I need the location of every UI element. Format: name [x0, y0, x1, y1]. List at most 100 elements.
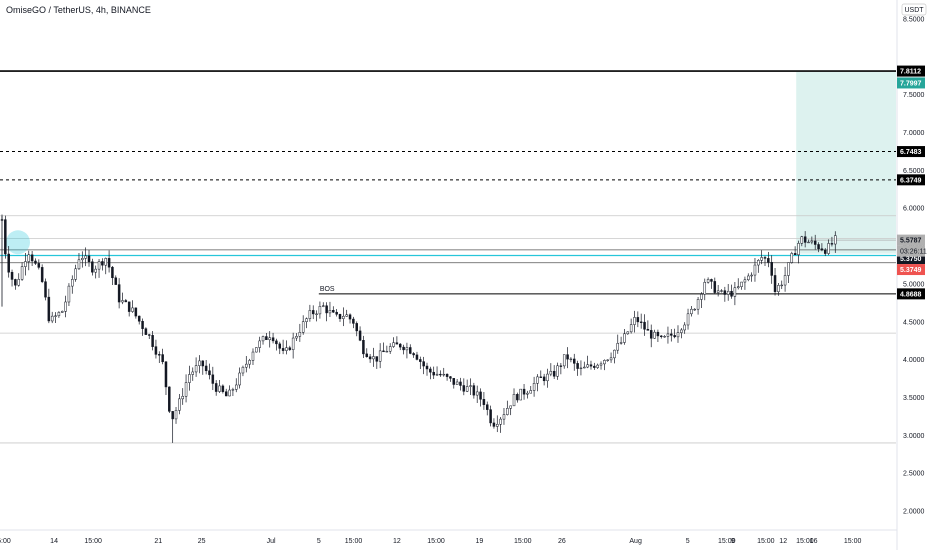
candle-body: [137, 315, 141, 322]
candle-body: [20, 266, 24, 280]
candle: [445, 373, 449, 381]
candle-body: [30, 254, 34, 262]
candle: [332, 306, 335, 313]
candle: [144, 327, 148, 335]
candle: [127, 301, 131, 317]
candle-body: [676, 332, 680, 338]
candle: [609, 352, 613, 363]
candle: [419, 356, 422, 370]
candle: [104, 257, 107, 275]
candle-body: [342, 316, 345, 319]
candle: [251, 348, 255, 365]
candle-body: [147, 334, 151, 336]
candle: [241, 365, 245, 377]
level-price-label-bg: [897, 65, 925, 77]
candle: [395, 336, 399, 345]
candle-body: [382, 350, 385, 353]
candle-body: [469, 385, 472, 387]
level-price-label-text: 5.5787: [900, 238, 922, 245]
candle-body: [683, 324, 686, 331]
candle-body: [315, 313, 318, 315]
candle: [325, 302, 328, 322]
candle-body: [134, 307, 138, 317]
candle: [817, 242, 820, 253]
x-tick-label: 15:00: [427, 538, 445, 545]
candle: [64, 295, 67, 318]
candle: [235, 378, 238, 393]
candle-body: [673, 335, 676, 338]
candle-body: [332, 310, 335, 313]
level-price-label-text: 7.8112: [900, 69, 921, 76]
candle-body: [559, 365, 563, 367]
candle-body: [291, 337, 295, 350]
candle: [278, 341, 282, 355]
candle: [479, 388, 482, 407]
currency-box: [901, 3, 927, 16]
candle-body: [556, 365, 559, 377]
candle: [30, 250, 34, 266]
candle: [372, 347, 375, 367]
candle: [663, 335, 666, 338]
candle: [820, 243, 824, 252]
candle: [181, 388, 184, 405]
candle-body: [529, 390, 532, 394]
candle: [385, 345, 389, 353]
candle: [556, 362, 559, 380]
candle: [472, 382, 476, 399]
candle-body: [47, 296, 51, 322]
candle: [74, 264, 77, 282]
candle: [429, 366, 432, 380]
candle-body: [308, 310, 312, 319]
candle-body: [566, 354, 569, 360]
candle-body: [395, 342, 399, 345]
x-tick-label: Jul: [267, 538, 276, 545]
candle: [218, 379, 221, 393]
candle: [532, 376, 536, 397]
level-price-label: 4.8688: [897, 288, 925, 300]
candle: [345, 309, 348, 317]
candle: [285, 340, 288, 355]
candle-body: [465, 386, 469, 392]
candle: [174, 406, 178, 424]
candle-body: [522, 388, 526, 395]
candle: [546, 368, 549, 388]
candle: [231, 387, 235, 397]
candle-body: [726, 290, 730, 295]
candle: [703, 278, 707, 301]
candle: [338, 313, 342, 322]
candle: [743, 276, 747, 290]
x-tick-label: Aug: [629, 538, 642, 545]
candle-body: [589, 364, 593, 367]
candle: [164, 361, 168, 395]
candle-body: [435, 373, 439, 376]
candle: [405, 342, 409, 359]
candle-body: [670, 333, 673, 336]
candle: [562, 354, 566, 369]
candle: [298, 323, 302, 342]
candle-body: [499, 418, 502, 425]
candle: [24, 253, 27, 276]
candle-body: [268, 337, 271, 341]
candle: [27, 250, 31, 271]
candle: [823, 248, 827, 257]
x-tick-label: 15:00: [844, 538, 862, 545]
candle-body: [405, 347, 409, 351]
candle: [281, 339, 285, 355]
x-tick-label: 15:00: [718, 538, 736, 545]
candle: [596, 363, 599, 369]
candle-body: [787, 262, 790, 276]
candle-body: [549, 370, 553, 375]
y-tick-label: 3.0000: [903, 433, 925, 440]
candle-body: [127, 301, 131, 312]
candle: [392, 337, 395, 348]
candle: [566, 347, 569, 369]
candle-body: [733, 287, 737, 297]
candle-body: [743, 279, 747, 283]
candle-body: [40, 267, 44, 282]
candle: [134, 307, 138, 319]
candle-body: [191, 371, 195, 375]
candle: [603, 359, 606, 371]
candle: [750, 272, 753, 282]
candle-body: [576, 363, 579, 369]
